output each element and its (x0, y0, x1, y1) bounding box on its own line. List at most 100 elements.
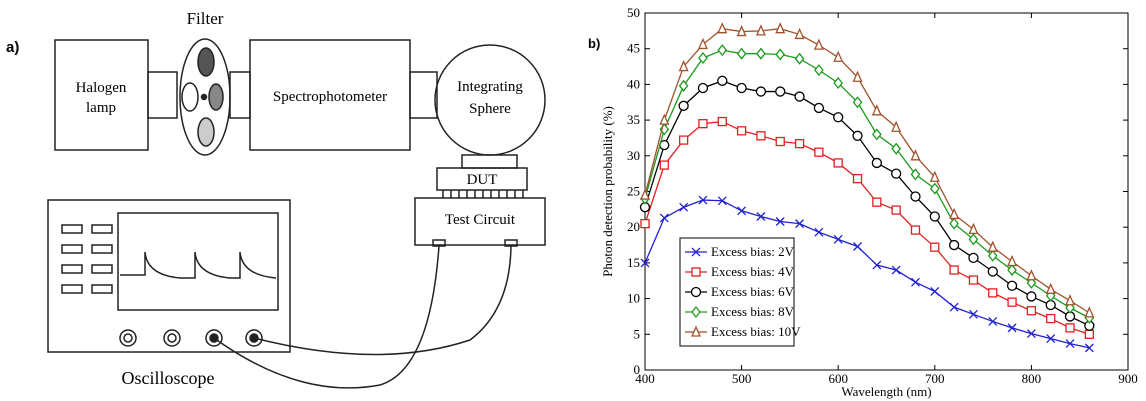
marker (691, 305, 701, 319)
marker (910, 225, 921, 235)
marker (679, 202, 689, 212)
y-tick-label: 45 (627, 41, 640, 56)
marker (756, 212, 766, 221)
cable (213, 245, 440, 389)
marker (1007, 297, 1017, 307)
y-tick-label: 35 (627, 112, 640, 127)
y-tick-label: 15 (627, 255, 640, 270)
marker (949, 302, 959, 312)
knob (205, 329, 223, 347)
marker (1084, 306, 1095, 318)
sphere-label: Integrating (457, 79, 523, 95)
lamp-label: Halogen (76, 80, 127, 96)
marker (756, 47, 766, 60)
connector (229, 71, 251, 119)
marker (814, 147, 824, 157)
legend-label: Excess bias: 10V (711, 324, 801, 339)
marker (910, 168, 921, 181)
marker (775, 22, 786, 34)
marker (736, 126, 747, 136)
marker (1026, 329, 1036, 339)
filter-label: Filter (187, 9, 224, 28)
marker (775, 136, 785, 147)
marker (968, 222, 979, 234)
marker (988, 288, 998, 298)
marker (1065, 294, 1076, 306)
port (461, 154, 518, 169)
oscilloscope-label: Oscilloscope (122, 368, 215, 388)
marker (717, 116, 727, 127)
marker (678, 59, 689, 72)
marker (717, 44, 728, 57)
marker (988, 316, 998, 326)
marker (794, 27, 805, 40)
marker (698, 195, 708, 205)
sphere-label: Sphere (469, 101, 511, 117)
marker (1007, 254, 1018, 267)
marker (717, 196, 727, 206)
marker (659, 160, 669, 170)
y-tick-label: 0 (634, 362, 641, 377)
marker (1046, 334, 1056, 344)
knob (245, 329, 263, 347)
dut-box (436, 167, 528, 191)
marker (1007, 263, 1017, 277)
marker (795, 219, 805, 229)
marker (697, 82, 709, 94)
marker (1045, 282, 1056, 294)
marker (949, 207, 960, 219)
marker (871, 157, 882, 169)
chart: b) 400 500 600 700 800 900 0 5 10 15 20 25 30 35 40 45 5… (588, 5, 1138, 399)
filter-axis (200, 93, 208, 101)
legend-label: Excess bias: 2V (711, 244, 795, 259)
marker (930, 242, 940, 252)
connector (409, 71, 438, 119)
marker (794, 139, 805, 149)
marker (736, 82, 747, 94)
knob (119, 329, 137, 347)
marker (697, 37, 708, 50)
marker (929, 182, 940, 195)
marker (755, 86, 767, 97)
marker (1045, 299, 1056, 311)
marker (1065, 339, 1075, 349)
marker (813, 38, 824, 50)
marker (833, 76, 844, 90)
x-axis-label: Wavelength (nm) (841, 384, 931, 399)
connector (147, 71, 178, 119)
marker (755, 24, 766, 36)
legend-label: Excess bias: 4V (711, 264, 795, 279)
marker (659, 113, 670, 125)
marker (891, 142, 901, 155)
oscilloscope-screen (117, 212, 279, 311)
marker (698, 51, 708, 65)
marker (814, 64, 824, 77)
marker (833, 234, 843, 244)
filter (197, 117, 215, 147)
y-tick-label: 50 (627, 5, 640, 20)
marker (794, 91, 805, 102)
x-tick-label: 900 (1118, 371, 1138, 386)
marker (872, 260, 882, 270)
buttons (61, 224, 113, 294)
marker (690, 325, 702, 337)
marker (891, 120, 902, 132)
y-tick-label: 20 (627, 219, 640, 234)
marker (691, 247, 701, 257)
pins (442, 190, 524, 198)
marker (852, 96, 863, 109)
marker (910, 191, 921, 202)
oscilloscope-box (47, 199, 291, 353)
marker (987, 249, 998, 262)
x-tick-label: 500 (732, 371, 752, 386)
dut-label: DUT (467, 172, 498, 188)
marker (639, 188, 651, 200)
y-tick-label: 5 (634, 326, 641, 341)
marker (949, 265, 959, 275)
x-tick-label: 600 (828, 371, 848, 386)
marker (968, 309, 978, 319)
marker (872, 128, 882, 141)
filter (208, 83, 224, 111)
marker (1026, 306, 1037, 316)
